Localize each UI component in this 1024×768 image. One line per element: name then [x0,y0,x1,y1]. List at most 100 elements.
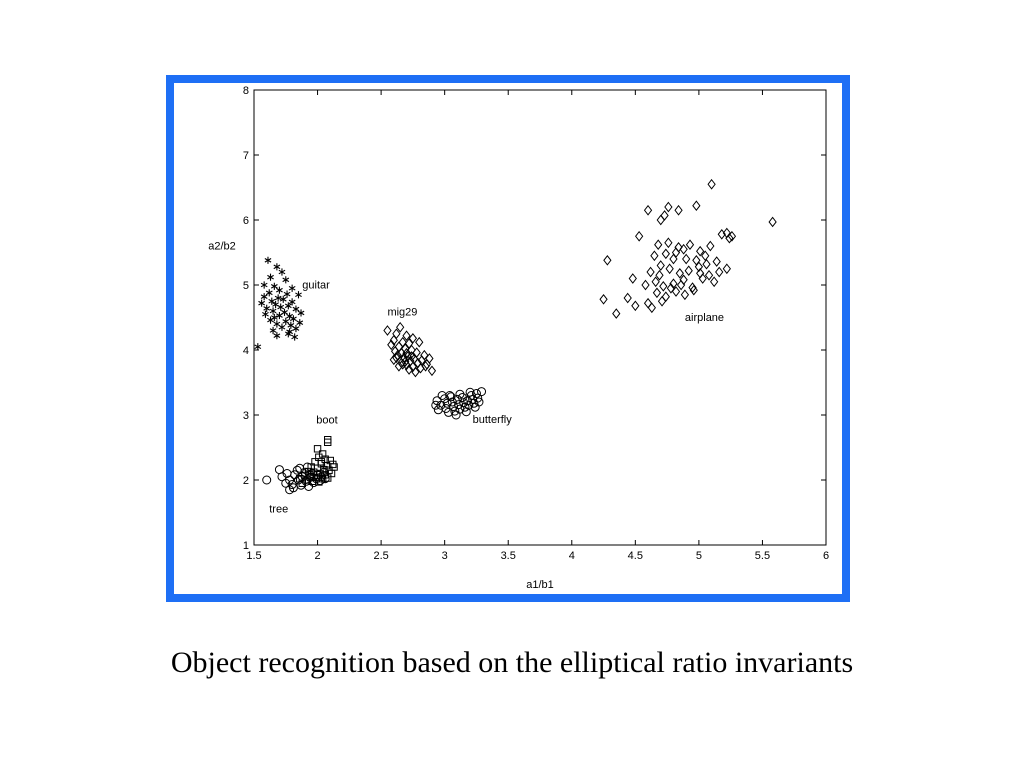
data-point [684,265,693,277]
data-point [277,303,285,311]
x-tick-label: 1.5 [246,550,261,562]
data-point [260,281,268,289]
data-point [295,291,302,299]
data-point [646,266,655,278]
data-point [694,261,704,273]
data-point [689,284,698,296]
y-tick-label: 7 [243,150,249,162]
data-point [292,324,300,333]
data-point [675,267,684,279]
data-point [473,393,483,403]
data-point [297,309,305,317]
data-point [657,295,667,307]
data-point [268,297,276,305]
data-point [659,280,668,292]
cluster-label-boot: boot [316,414,337,426]
data-point [692,254,701,266]
y-axis-label: a2/b2 [208,240,236,252]
data-point [656,260,665,271]
data-point [688,282,697,293]
data-point [704,269,714,281]
data-point [421,360,430,372]
data-point [270,282,278,290]
data-point [612,308,621,319]
data-point [407,344,416,356]
y-tick-label: 5 [243,280,249,292]
plot-area-border [253,89,827,546]
data-point [454,400,464,410]
data-point [643,204,653,216]
data-point [287,321,295,329]
data-point [273,332,281,340]
data-point [696,245,705,257]
data-point [669,278,678,290]
x-tick-label: 6 [823,550,829,562]
data-point [389,334,398,346]
data-point [317,458,326,466]
data-point [396,321,405,333]
y-tick-label: 3 [243,410,249,422]
data-point [722,227,731,239]
data-point [455,389,465,399]
y-tick-label: 4 [243,345,249,357]
data-point [389,354,398,366]
data-point [433,405,443,415]
data-point [296,480,306,490]
chart-frame: 1.5 2 2.5 3 3.5 4 4.5 5 5.5 6 1 2 3 4 5 6 7 8 a1/b1 a2/b2 gu… [166,75,850,602]
data-point [278,268,286,276]
data-point [387,339,396,351]
data-point [329,460,337,469]
data-point [655,269,664,281]
data-point [664,237,673,249]
data-point [603,254,612,266]
data-point [674,204,683,216]
x-tick-label: 3 [442,550,448,562]
data-point [269,307,277,315]
data-point [656,214,665,226]
data-point [402,359,411,371]
data-point [411,366,420,378]
cluster-label-guitar: guitar [302,279,330,291]
data-point [265,289,273,297]
data-point [402,347,411,359]
slide-caption: Object recognition based on the elliptic… [170,646,854,679]
data-point [647,302,656,314]
data-point [402,330,411,342]
data-point [278,323,286,331]
data-point [727,230,737,242]
data-point [682,253,691,265]
data-point [420,349,429,361]
data-point [457,392,467,402]
x-tick-label: 2 [314,550,320,562]
data-point [635,230,644,242]
data-point [685,239,695,251]
data-point [267,273,274,281]
data-point [446,392,456,402]
data-point [394,341,404,353]
x-tick-label: 5 [696,550,702,562]
data-point [660,210,669,221]
data-point [465,387,475,397]
scatter-plot: 1.5 2 2.5 3 3.5 4 4.5 5 5.5 6 1 2 3 4 5 6 7 8 a1/b1 a2/b2 gu… [208,85,829,591]
data-point [415,336,424,348]
data-point [696,267,705,279]
data-point [431,400,441,410]
data-point [324,436,332,444]
data-point [277,472,287,482]
data-point [383,325,392,336]
data-point [319,467,329,477]
x-tick-label: 3.5 [501,550,516,562]
data-point [631,300,640,312]
y-tick-label: 8 [243,85,249,97]
cluster-label-airplane: airplane [685,312,724,324]
data-point [661,291,670,303]
x-tick-label: 4.5 [628,550,643,562]
data-point [320,474,330,484]
data-point [313,445,322,453]
data-point [702,258,711,270]
data-point [273,263,281,271]
data-point [701,250,710,262]
data-point [281,308,288,316]
data-point [282,276,290,284]
data-point [707,178,716,190]
